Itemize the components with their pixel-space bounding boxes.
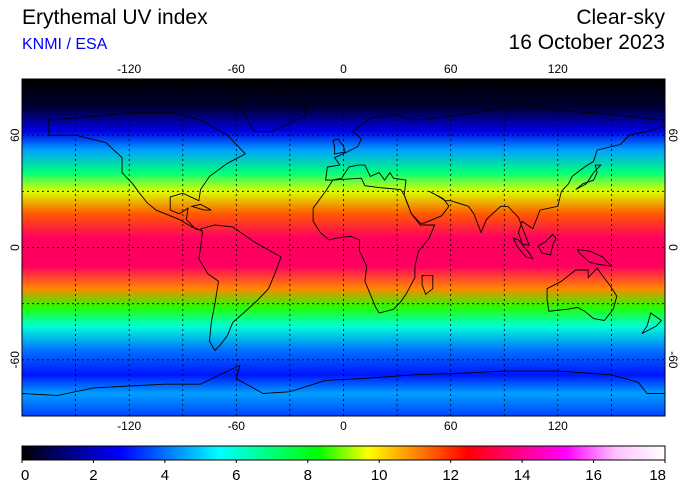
coast-borneo [537, 233, 557, 256]
lon-tick-top: 120 [548, 62, 568, 76]
coast-cuba [189, 203, 212, 211]
coast-greenland [235, 91, 309, 132]
date-label: 16 October 2023 [508, 31, 665, 54]
map-frame [21, 78, 666, 417]
coast-sumatra [512, 237, 534, 260]
lat-tick-right: 0 [666, 244, 680, 251]
coast-new-zealand [641, 312, 663, 334]
colorbar-tick-label: 4 [161, 467, 169, 484]
lon-tick-bottom: -120 [117, 419, 141, 433]
colorbar-tick-label: 2 [89, 467, 97, 484]
coast-japan [575, 164, 602, 190]
coast-australia [546, 267, 618, 321]
axis-ticks: -120 -120 -60 -60 0 0 60 60 120 120 60 60 0 0 -60 -60 [8, 62, 680, 433]
lat-tick-right: 60 [666, 129, 680, 143]
lon-tick-bottom: 0 [340, 419, 347, 433]
colorbar-tick-label: 8 [304, 467, 312, 484]
coast-uk [332, 138, 346, 155]
colorbar-tick-label: 0 [21, 467, 29, 484]
colorbar-tick-label: 14 [514, 467, 531, 484]
sky-condition-label: Clear-sky [576, 6, 665, 29]
lon-tick-top: -60 [228, 62, 246, 76]
coast-eurasia [325, 102, 666, 247]
colorbar-ramp [22, 446, 665, 460]
colorbar-tick-label: 16 [585, 467, 602, 484]
lon-tick-bottom: 60 [444, 419, 458, 433]
colorbar-tick-label: 12 [442, 467, 459, 484]
lat-tick-left: 0 [8, 244, 22, 251]
lon-tick-top: -120 [117, 62, 141, 76]
map-title: Erythemal UV index [22, 6, 208, 29]
lon-tick-top: 0 [340, 62, 347, 76]
coast-africa [312, 177, 436, 314]
lon-tick-bottom: 120 [548, 419, 568, 433]
credit-label: KNMI / ESA [22, 36, 108, 53]
coast-south-america [198, 224, 282, 352]
lon-tick-top: 60 [444, 62, 458, 76]
colorbar-tick-label: 6 [232, 467, 240, 484]
colorbar-frame [21, 445, 666, 461]
colorbar-tick-label: 10 [371, 467, 388, 484]
lat-tick-right: -60 [666, 351, 680, 369]
lat-tick-left: -60 [8, 351, 22, 369]
lon-tick-bottom: -60 [228, 419, 246, 433]
lat-lon-grid [22, 79, 665, 416]
map-plot-area [21, 78, 666, 417]
colorbar-tick-label: 18 [649, 467, 666, 484]
colorbar: 0 2 4 6 8 10 12 14 16 18 [21, 445, 666, 484]
coast-new-guinea [576, 248, 613, 267]
lat-tick-left: 60 [8, 128, 22, 142]
coast-madagascar [421, 275, 434, 296]
